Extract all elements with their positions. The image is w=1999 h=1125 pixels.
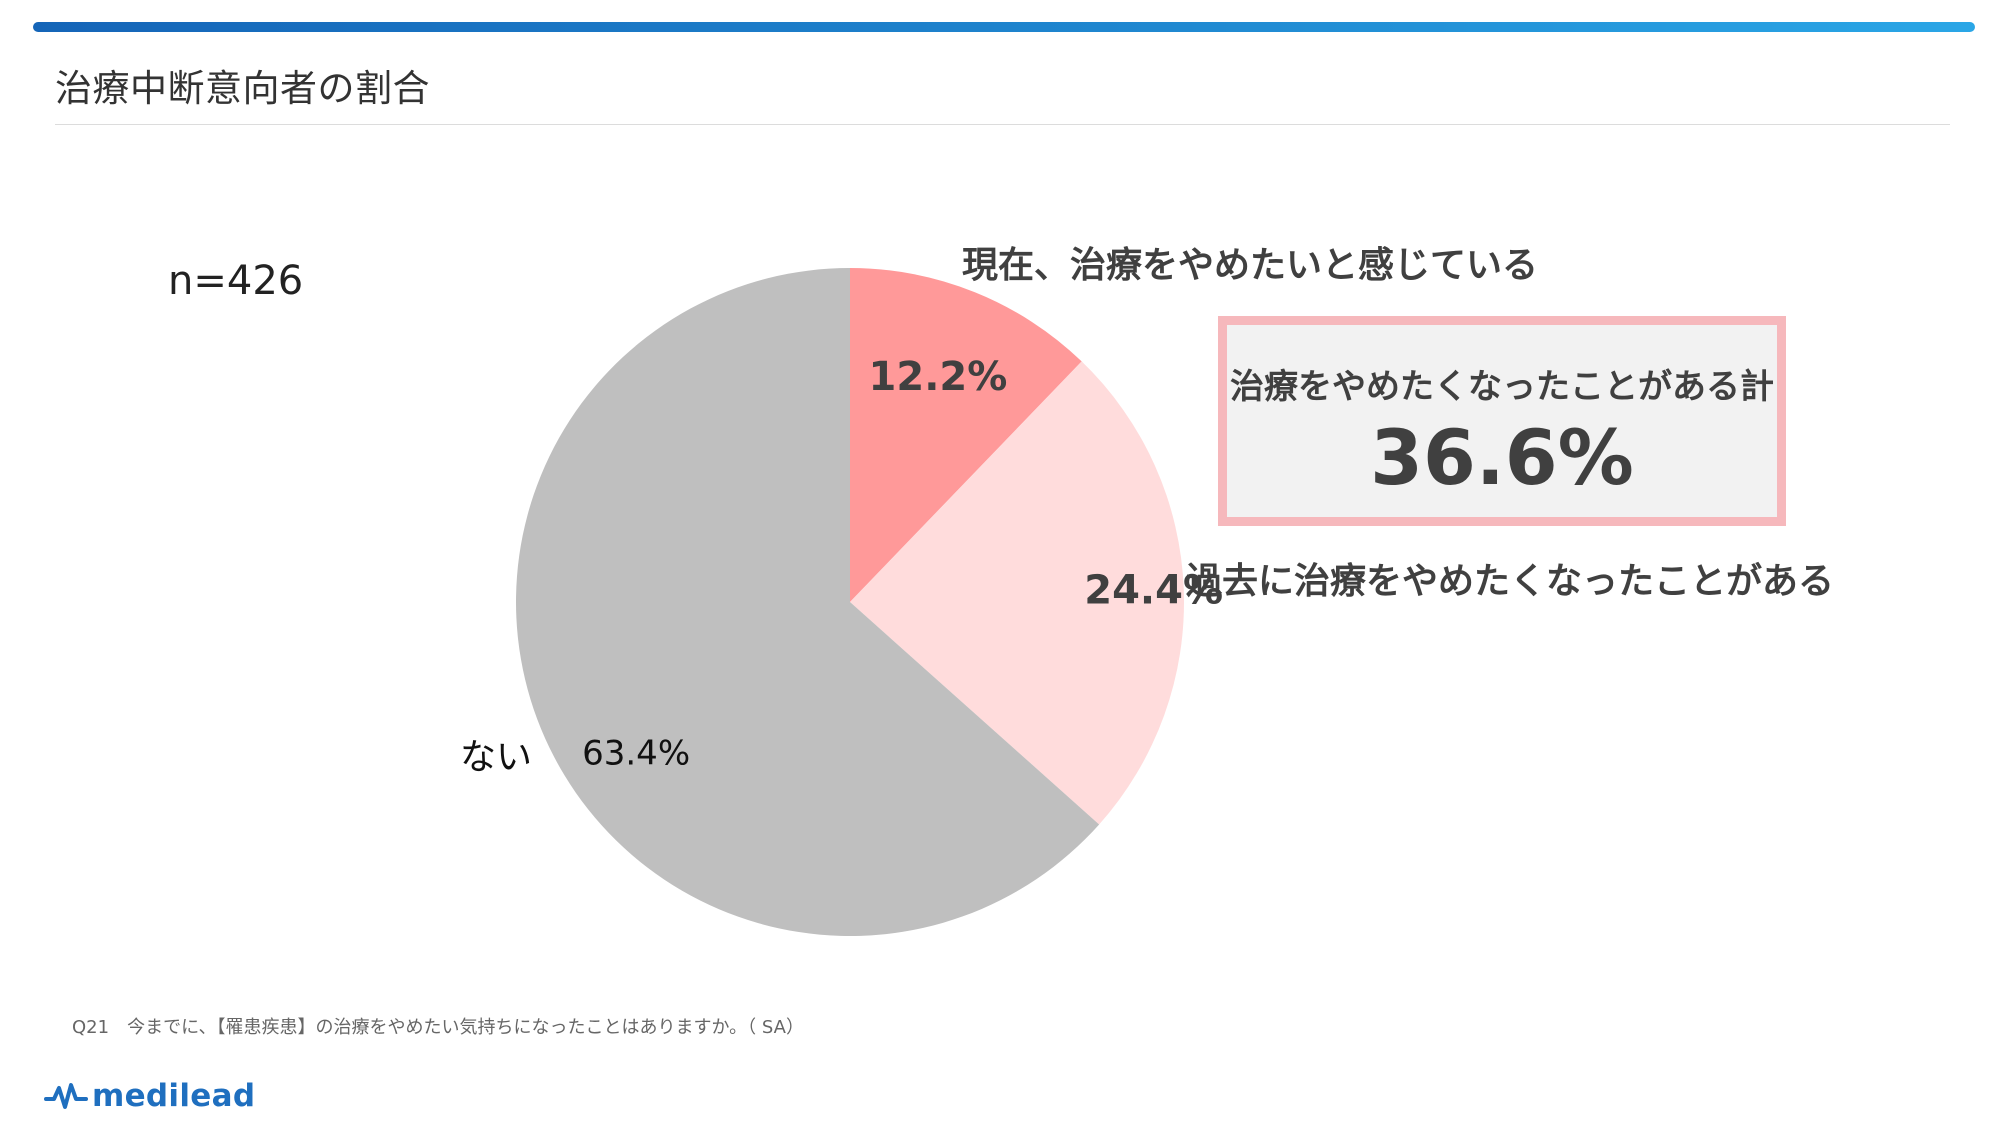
pie-value-label-2: 63.4% <box>582 734 690 774</box>
page-title: 治療中断意向者の割合 <box>55 67 430 110</box>
sample-size-label: n=426 <box>168 258 304 304</box>
slice-category-none: ない <box>460 737 533 778</box>
pie-slices <box>515 268 1184 937</box>
total-callout-label: 治療をやめたくなったことがある計 <box>1230 367 1774 407</box>
total-callout-box: 治療をやめたくなったことがある計 36.6% <box>1218 316 1786 526</box>
total-callout-value: 36.6% <box>1370 413 1634 502</box>
title-divider <box>55 124 1950 125</box>
top-accent-bar <box>33 22 1975 32</box>
question-footnote: Q21 今までに、【罹患疾患】の治療をやめたい気持ちになったことはありますか。（… <box>72 1017 804 1038</box>
pie-slice-0 <box>850 268 1082 602</box>
pie-value-labels: 12.2% 24.4% 63.4% <box>582 354 1223 774</box>
pulse-logo-icon <box>44 1083 88 1109</box>
pie-slice-2 <box>515 268 1100 937</box>
brand-name: medilead <box>92 1078 256 1114</box>
pie-value-label-0: 12.2% <box>869 354 1008 400</box>
pie-value-label-1: 24.4% <box>1084 567 1223 613</box>
slice-category-past: 過去に治療をやめたくなったことがある <box>1186 561 1835 602</box>
brand-logo: medilead <box>44 1078 255 1114</box>
slice-category-current: 現在、治療をやめたいと感じている <box>962 245 1539 286</box>
pie-slice-1 <box>850 361 1184 825</box>
